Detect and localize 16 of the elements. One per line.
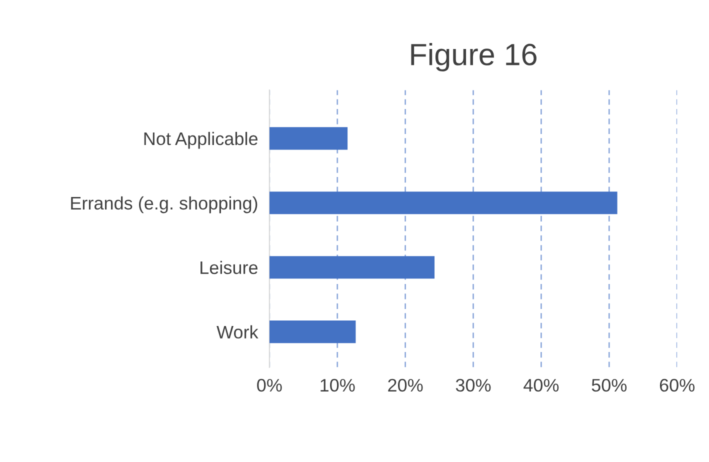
bar	[269, 256, 435, 279]
x-tick-label: 30%	[456, 378, 491, 392]
y-tick-label: Not Applicable	[144, 132, 258, 149]
bar	[269, 192, 618, 214]
x-tick-label: 50%	[592, 378, 627, 392]
y-tick-label: Errands (e.g. shopping)	[71, 196, 258, 214]
y-tick-label: Leisure	[200, 260, 258, 274]
x-tick-label: 0%	[257, 378, 282, 392]
x-tick-label: 10%	[320, 378, 355, 392]
chart-title: Figure 16	[411, 42, 536, 72]
bar	[269, 127, 348, 150]
y-tick-label: Work	[216, 325, 258, 339]
x-tick-label: 60%	[660, 378, 695, 392]
x-tick-label: 40%	[524, 378, 559, 392]
x-tick-label: 20%	[388, 378, 423, 392]
bar	[269, 320, 356, 344]
